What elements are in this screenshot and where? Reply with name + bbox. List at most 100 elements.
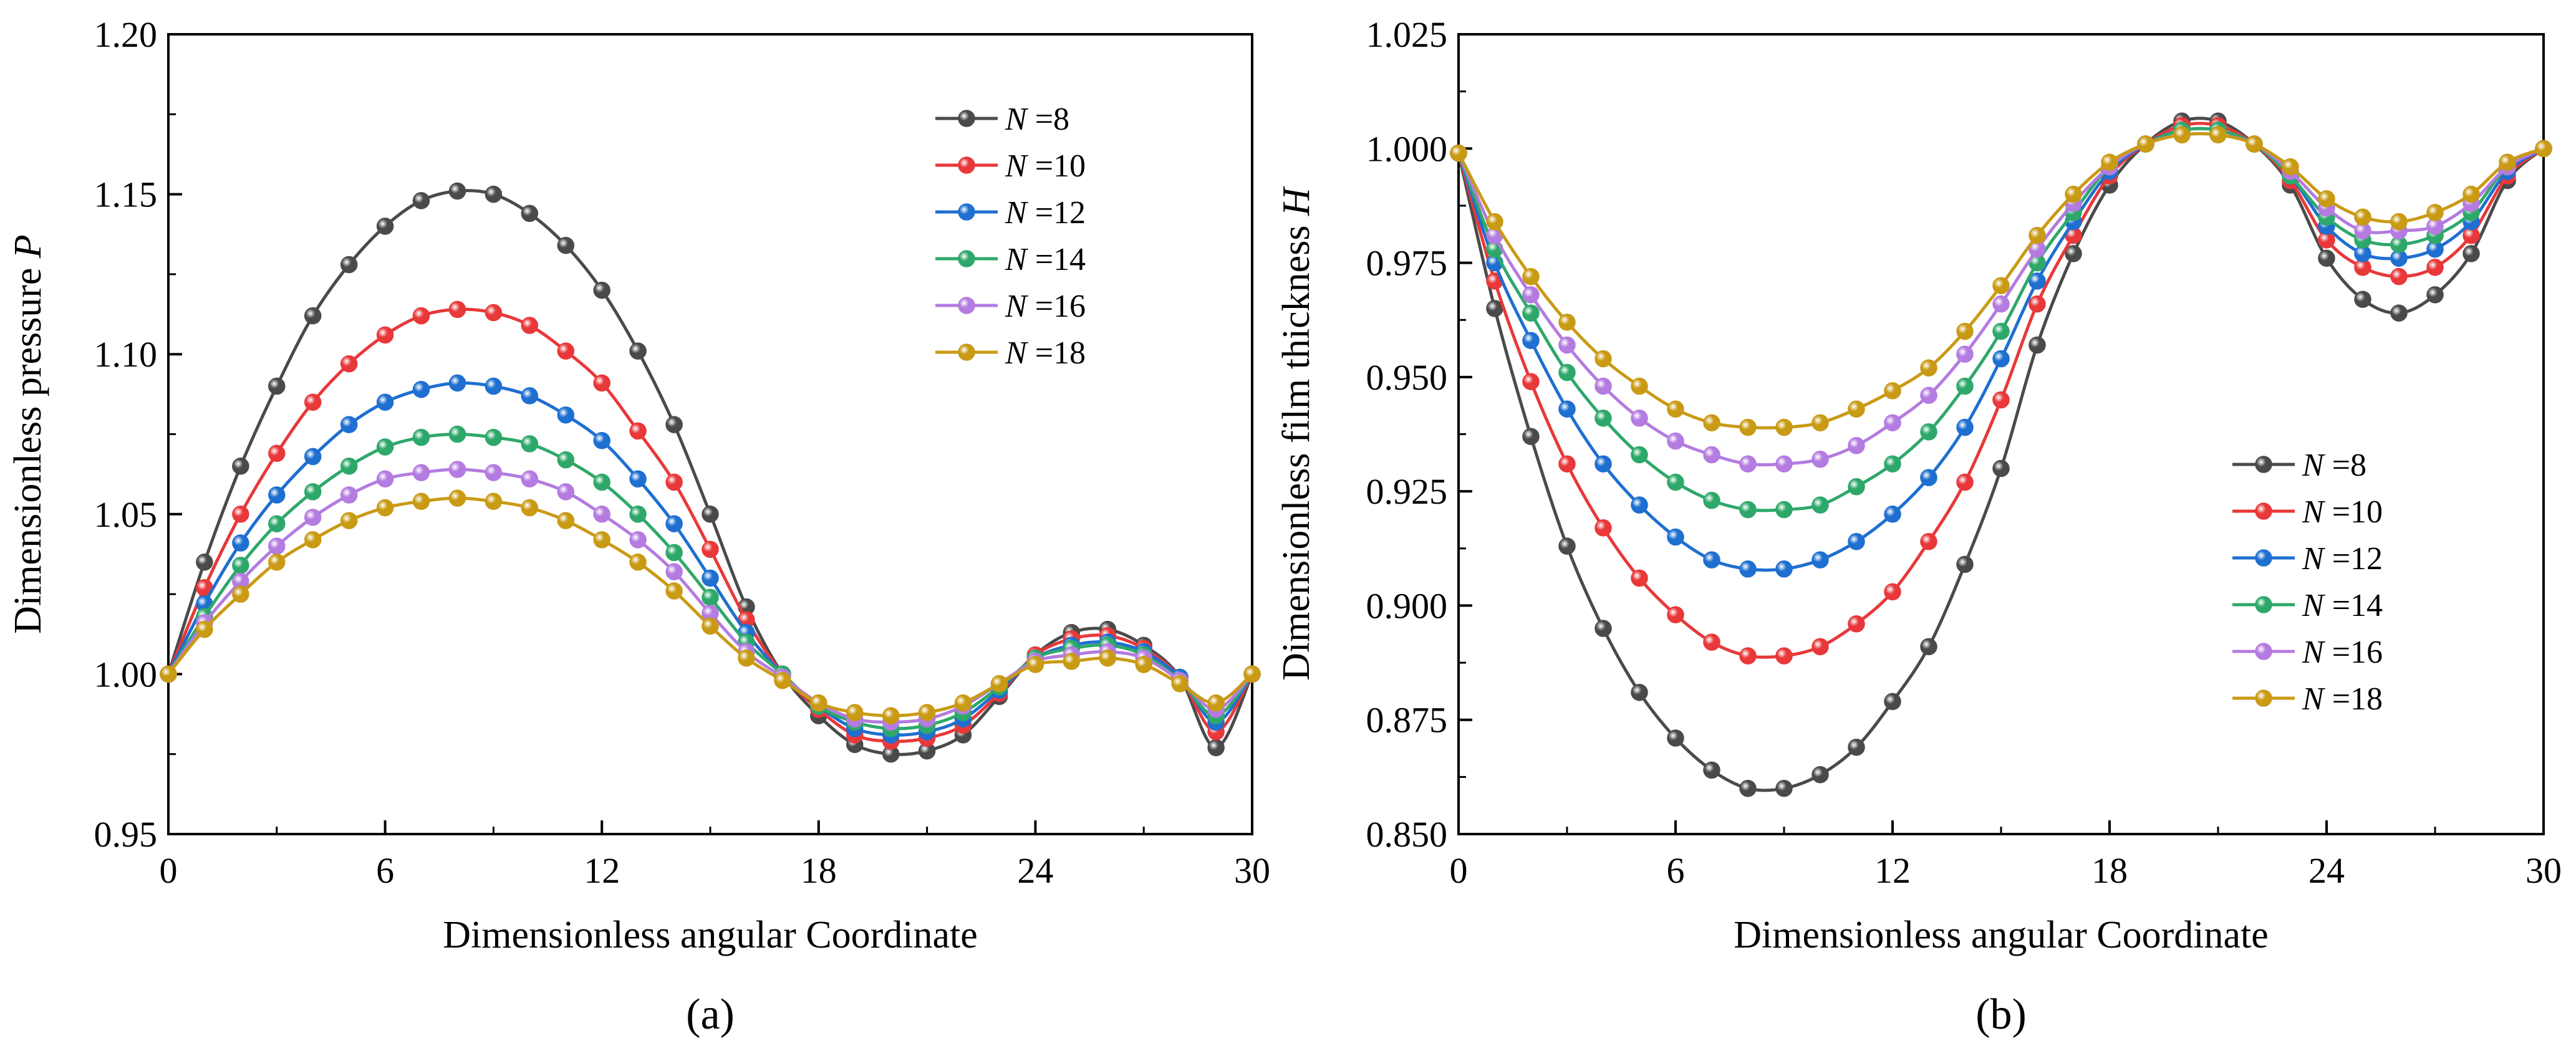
data-point	[268, 486, 286, 504]
data-point	[1063, 653, 1081, 670]
y-axis-title-text: Dimensionless film thickness	[1275, 216, 1318, 681]
data-point	[1207, 739, 1225, 757]
data-point	[774, 671, 791, 689]
y-tick-label: 0.875	[1366, 700, 1448, 741]
data-point	[1243, 665, 1261, 683]
series-n-14	[1450, 122, 2552, 519]
legend-value: =14	[2324, 588, 2383, 623]
data-point	[340, 416, 358, 433]
panel-label: (b)	[1975, 991, 2027, 1039]
data-point	[1884, 414, 1901, 431]
data-point	[412, 307, 430, 325]
data-point	[521, 470, 539, 488]
data-point	[485, 492, 503, 511]
data-point	[593, 506, 610, 523]
legend-marker	[958, 203, 975, 221]
series-n-18	[1450, 126, 2552, 436]
data-point	[629, 554, 647, 571]
data-point	[593, 374, 610, 392]
data-point	[1775, 647, 1793, 665]
data-point	[232, 506, 249, 523]
legend-value: =12	[1027, 195, 1086, 231]
data-point	[304, 483, 322, 501]
data-point	[702, 588, 719, 606]
data-point	[232, 585, 249, 603]
series-n-18	[160, 489, 1261, 724]
legend-value: =10	[2324, 494, 2383, 530]
data-point	[412, 464, 430, 481]
data-point	[2028, 272, 2046, 290]
legend-entry-label: N =18	[2302, 681, 2383, 717]
x-tick-label: 30	[2525, 850, 2562, 891]
plot-frame	[167, 33, 1253, 835]
data-point	[1558, 363, 1576, 382]
data-point	[1775, 560, 1793, 578]
data-point	[340, 512, 358, 529]
data-point	[1594, 377, 1612, 395]
data-point	[2028, 336, 2046, 354]
data-point	[1558, 336, 1576, 354]
data-point	[2065, 245, 2082, 262]
data-point	[557, 236, 575, 254]
data-point	[665, 473, 683, 491]
y-tick-label: 1.025	[1366, 14, 1448, 55]
legend-entry-label: N =16	[2302, 635, 2383, 670]
data-point	[1558, 400, 1576, 418]
y-tick-label: 0.850	[1366, 814, 1448, 855]
series-n-10	[160, 300, 1261, 750]
data-point	[2390, 267, 2408, 286]
data-point	[340, 486, 358, 504]
x-tick-label: 24	[2308, 850, 2345, 891]
legend-marker	[2255, 689, 2272, 707]
legend-value: =12	[2324, 541, 2383, 577]
legend-value: =16	[2324, 635, 2383, 670]
legend-marker	[958, 156, 975, 174]
data-point	[1775, 455, 1793, 473]
data-point	[2246, 135, 2263, 153]
data-point	[593, 432, 610, 449]
data-point	[702, 569, 719, 587]
data-point	[1956, 322, 1974, 340]
data-point	[1956, 345, 1974, 363]
legend-entry-label: N =10	[1005, 148, 1086, 184]
data-point	[557, 342, 575, 360]
data-point	[629, 470, 647, 488]
data-point	[846, 704, 864, 721]
data-point	[1956, 555, 1974, 574]
y-tick-label: 1.00	[94, 654, 158, 694]
data-point	[1703, 492, 1720, 509]
data-point	[448, 489, 466, 507]
data-point	[521, 499, 539, 517]
data-point	[1956, 418, 1974, 436]
data-point	[1667, 528, 1684, 546]
data-point	[1703, 414, 1720, 431]
series-line	[166, 381, 1254, 737]
data-point	[304, 307, 322, 325]
series-line	[1457, 127, 2545, 512]
data-point	[1703, 446, 1720, 464]
data-point	[1811, 638, 1829, 656]
y-tick-label: 1.15	[94, 175, 158, 215]
data-point	[629, 531, 647, 549]
data-point	[1594, 455, 1612, 473]
legend-entry-label: N =16	[1005, 289, 1086, 324]
data-point	[629, 422, 647, 440]
y-axis-title: Dimensionless film thickness H	[1275, 186, 1318, 681]
data-point	[1631, 446, 1648, 464]
data-point	[918, 704, 936, 721]
data-point	[738, 649, 755, 667]
data-point	[2535, 140, 2552, 158]
series-n-10	[1450, 117, 2552, 665]
panel-label: (a)	[686, 991, 735, 1039]
series-n-12	[160, 374, 1261, 744]
data-point	[1703, 551, 1720, 569]
data-point	[1522, 332, 1540, 349]
legend-symbol: N	[1005, 195, 1029, 231]
data-point	[268, 444, 286, 463]
data-point	[448, 461, 466, 478]
data-point	[485, 185, 503, 203]
series-n-8	[1450, 112, 2552, 797]
data-point	[882, 707, 900, 724]
data-point	[1848, 437, 1865, 454]
data-point	[304, 393, 322, 411]
